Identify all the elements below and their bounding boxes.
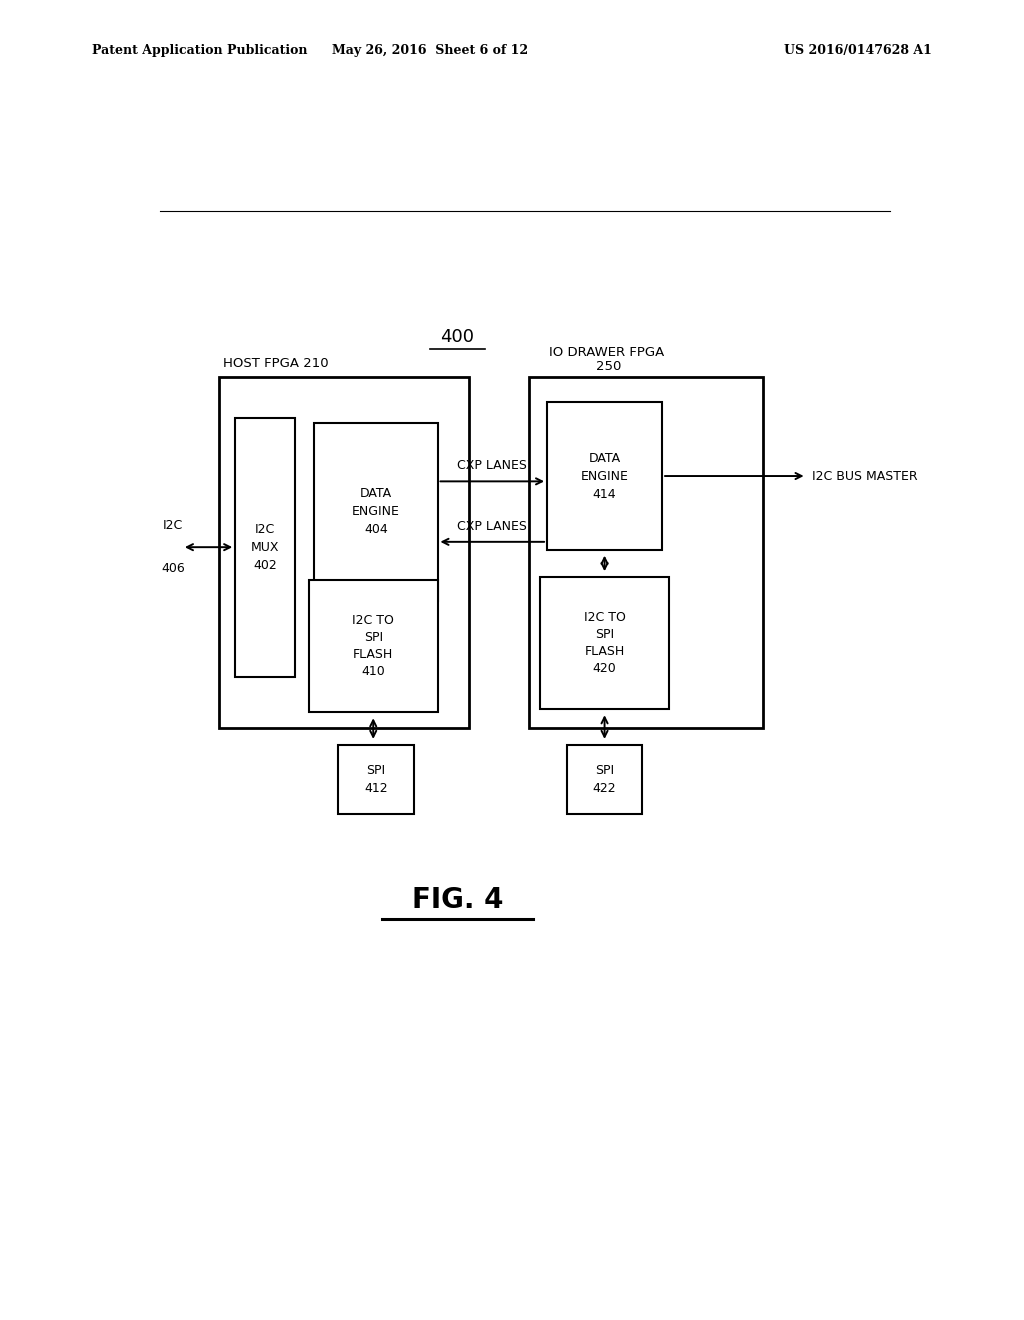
Text: DATA
ENGINE
414: DATA ENGINE 414 xyxy=(581,451,629,500)
FancyBboxPatch shape xyxy=(528,378,763,727)
Text: SPI
412: SPI 412 xyxy=(365,764,388,795)
Text: Patent Application Publication: Patent Application Publication xyxy=(92,44,307,57)
FancyBboxPatch shape xyxy=(236,417,295,677)
Text: CXP LANES: CXP LANES xyxy=(458,459,527,473)
FancyBboxPatch shape xyxy=(309,581,437,713)
Text: I2C TO
SPI
FLASH
410: I2C TO SPI FLASH 410 xyxy=(352,614,394,678)
FancyBboxPatch shape xyxy=(219,378,469,727)
FancyBboxPatch shape xyxy=(567,744,642,814)
Text: 406: 406 xyxy=(162,562,185,576)
Text: 400: 400 xyxy=(440,329,474,346)
Text: 250: 250 xyxy=(596,360,622,372)
Text: US 2016/0147628 A1: US 2016/0147628 A1 xyxy=(784,44,932,57)
FancyBboxPatch shape xyxy=(547,403,663,549)
Text: I2C BUS MASTER: I2C BUS MASTER xyxy=(812,470,918,483)
Text: I2C: I2C xyxy=(163,519,183,532)
Text: SPI
422: SPI 422 xyxy=(593,764,616,795)
Text: CXP LANES: CXP LANES xyxy=(458,520,527,533)
Text: HOST FPGA 210: HOST FPGA 210 xyxy=(223,356,329,370)
Text: IO DRAWER FPGA: IO DRAWER FPGA xyxy=(549,346,664,359)
FancyBboxPatch shape xyxy=(540,577,670,709)
FancyBboxPatch shape xyxy=(314,422,437,601)
Text: FIG. 4: FIG. 4 xyxy=(412,886,503,915)
Text: I2C
MUX
402: I2C MUX 402 xyxy=(251,523,280,572)
Text: DATA
ENGINE
404: DATA ENGINE 404 xyxy=(352,487,400,536)
Text: I2C TO
SPI
FLASH
420: I2C TO SPI FLASH 420 xyxy=(584,611,626,676)
Text: May 26, 2016  Sheet 6 of 12: May 26, 2016 Sheet 6 of 12 xyxy=(332,44,528,57)
FancyBboxPatch shape xyxy=(338,744,414,814)
